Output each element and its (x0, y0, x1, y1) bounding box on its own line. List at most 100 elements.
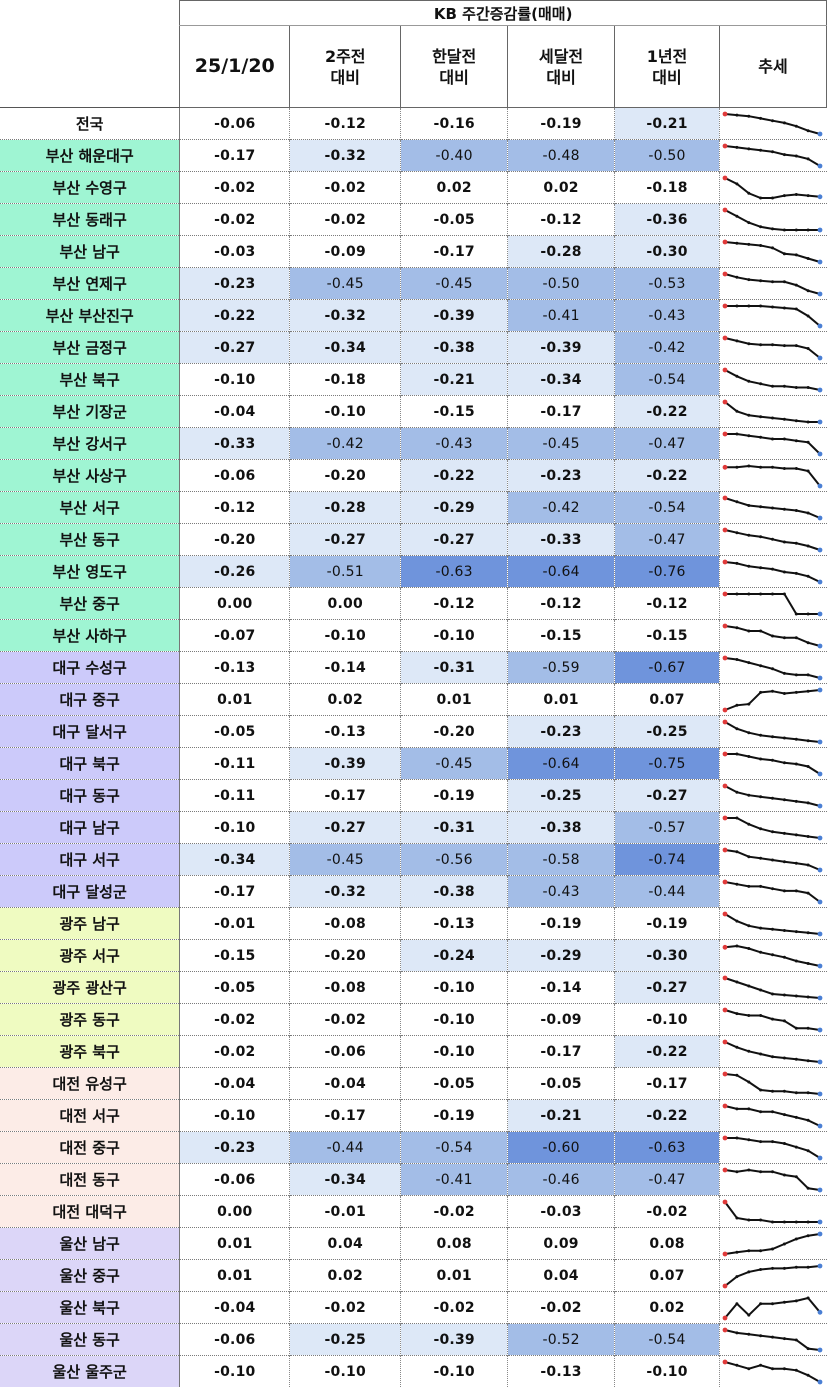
trend-line (725, 178, 820, 198)
trend-sparkline-cell (719, 620, 826, 652)
value-cell: -0.02 (180, 204, 290, 236)
region-name: 부산 중구 (0, 588, 180, 620)
trend-sparkline-cell (719, 812, 826, 844)
trend-point (771, 1220, 774, 1223)
trend-end-point (818, 227, 823, 232)
value-cell: -0.02 (180, 1004, 290, 1036)
table-row: 부산 동구-0.20-0.27-0.27-0.33-0.47 (0, 524, 827, 556)
trend-point (759, 566, 762, 569)
table-row: 부산 기장군-0.04-0.10-0.15-0.17-0.22 (0, 396, 827, 428)
trend-sparkline (720, 1197, 825, 1227)
trend-start-point (723, 399, 728, 404)
trend-sparkline-cell (719, 780, 826, 812)
trend-point (795, 1175, 798, 1178)
column-header-2weeks: 2주전 대비 (290, 26, 401, 108)
value-cell: -0.13 (508, 1356, 615, 1387)
trend-point (747, 1218, 750, 1221)
trend-sparkline-cell (719, 492, 826, 524)
trend-line (725, 274, 820, 294)
trend-start-point (723, 623, 728, 628)
trend-point (795, 386, 798, 389)
value-cell: -0.27 (290, 524, 401, 556)
value-cell: -0.13 (180, 652, 290, 684)
trend-point (735, 752, 738, 755)
value-cell: 0.04 (508, 1260, 615, 1292)
value-cell: -0.13 (401, 908, 508, 940)
value-cell: -0.04 (180, 396, 290, 428)
trend-point (771, 416, 774, 419)
trend-point (771, 343, 774, 346)
trend-point (735, 432, 738, 435)
table-row: 광주 서구-0.15-0.20-0.24-0.29-0.30 (0, 940, 827, 972)
trend-point (795, 833, 798, 836)
trend-point (783, 280, 786, 283)
value-cell: -0.17 (180, 140, 290, 172)
trend-line (725, 466, 820, 486)
value-cell: -0.12 (508, 204, 615, 236)
trend-point (783, 1089, 786, 1092)
trend-sparkline-cell (719, 972, 826, 1004)
column-header-1year: 1년전 대비 (615, 26, 720, 108)
value-cell: -0.10 (180, 1100, 290, 1132)
trend-point (771, 537, 774, 540)
trend-sparkline-cell (719, 684, 826, 716)
value-cell: -0.25 (615, 716, 720, 748)
value-cell: -0.42 (508, 492, 615, 524)
value-cell: -0.43 (401, 428, 508, 460)
region-name: 부산 사상구 (0, 460, 180, 492)
value-cell: -0.15 (180, 940, 290, 972)
trend-point (807, 157, 810, 160)
trend-point (771, 758, 774, 761)
value-cell: -0.12 (290, 108, 401, 140)
trend-point (771, 592, 774, 595)
trend-line (725, 114, 820, 134)
trend-point (783, 1242, 786, 1245)
trend-point (747, 1367, 750, 1370)
trend-point (795, 253, 798, 256)
region-name: 부산 북구 (0, 364, 180, 396)
trend-end-point (818, 1027, 823, 1032)
region-name: 대구 북구 (0, 748, 180, 780)
value-cell: -0.11 (180, 748, 290, 780)
region-name: 대전 중구 (0, 1132, 180, 1164)
trend-point (783, 252, 786, 255)
region-name: 부산 동구 (0, 524, 180, 556)
trend-sparkline-cell (719, 460, 826, 492)
table-title: KB 주간증감률(매매) (180, 1, 827, 26)
trend-sparkline-cell (719, 1164, 826, 1196)
value-cell: -0.04 (290, 1068, 401, 1100)
trend-point (759, 505, 762, 508)
trend-point (783, 121, 786, 124)
trend-point (795, 959, 798, 962)
trend-end-point (818, 611, 823, 616)
trend-point (783, 1142, 786, 1145)
trend-start-point (723, 271, 728, 276)
trend-point (747, 1138, 750, 1141)
value-cell: -0.29 (508, 940, 615, 972)
region-name: 대전 서구 (0, 1100, 180, 1132)
trend-point (759, 1218, 762, 1221)
trend-point (759, 382, 762, 385)
region-name: 대전 동구 (0, 1164, 180, 1196)
table-row: 대구 동구-0.11-0.17-0.19-0.25-0.27 (0, 780, 827, 812)
trend-point (747, 434, 750, 437)
trend-start-point (723, 1135, 728, 1140)
trend-point (795, 1026, 798, 1029)
trend-sparkline-cell (719, 588, 826, 620)
trend-point (759, 926, 762, 929)
value-cell: -0.23 (180, 1132, 290, 1164)
trend-point (759, 827, 762, 830)
value-cell: -0.15 (508, 620, 615, 652)
region-name: 부산 부산진구 (0, 300, 180, 332)
table-row: 대전 서구-0.10-0.17-0.19-0.21-0.22 (0, 1100, 827, 1132)
trend-point (783, 1266, 786, 1269)
trend-sparkline-cell (719, 268, 826, 300)
value-cell: -0.25 (508, 780, 615, 812)
trend-point (807, 995, 810, 998)
value-cell: -0.12 (508, 588, 615, 620)
value-cell: -0.02 (508, 1292, 615, 1324)
trend-sparkline-cell (719, 1228, 826, 1260)
table-row: 대전 유성구-0.04-0.04-0.05-0.05-0.17 (0, 1068, 827, 1100)
